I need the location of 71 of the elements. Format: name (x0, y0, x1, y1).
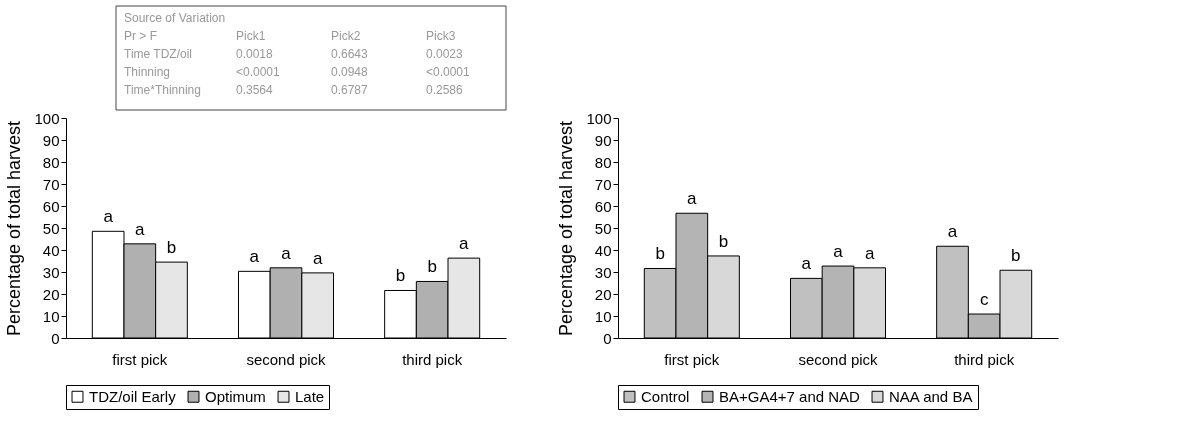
y-tick-label: 40 (594, 241, 612, 259)
data-label: a (249, 247, 260, 267)
data-label: a (103, 207, 114, 227)
y-tick-label: 30 (42, 263, 60, 281)
y-axis-title: Percentage of total harvest (4, 120, 25, 337)
data-label: b (718, 231, 729, 251)
data-label: b (395, 266, 406, 286)
legend-label: Late (295, 387, 325, 405)
legend-label: Optimum (205, 387, 266, 405)
text: Pick2 (331, 29, 361, 43)
data-label: a (833, 242, 844, 262)
y-tick-label: 70 (42, 175, 60, 193)
text: Thinning (124, 65, 171, 79)
data-label: b (166, 238, 177, 258)
legend-label: TDZ/oil Early (89, 387, 177, 405)
y-tick-label: 80 (594, 153, 612, 171)
text: 0.0023 (426, 47, 464, 61)
y-tick-label: 20 (594, 285, 612, 303)
data-label: a (947, 222, 958, 242)
x-tick-label: first pick (112, 350, 168, 368)
data-label: a (459, 234, 470, 254)
y-axis-title: Percentage of total harvest (556, 120, 577, 337)
y-tick-label: 10 (42, 307, 60, 325)
text: 0.6787 (331, 83, 369, 97)
data-label: b (655, 244, 665, 264)
text: Time TDZ/oil (124, 47, 193, 61)
y-tick-label: 90 (42, 131, 60, 149)
data-label: b (427, 257, 437, 277)
data-label: a (281, 243, 292, 263)
y-tick-label: 70 (594, 175, 612, 193)
legend-label: Control (641, 387, 690, 405)
data-label: a (687, 189, 698, 209)
text: 0.0948 (331, 65, 369, 79)
y-tick-label: 100 (34, 109, 60, 127)
legend-label: NAA and BA (889, 387, 973, 405)
data-label: c (979, 290, 989, 310)
y-tick-label: 20 (42, 285, 60, 303)
x-tick-label: first pick (664, 350, 720, 368)
data-label: a (312, 248, 323, 268)
text: 0.0018 (236, 47, 274, 61)
x-tick-label: third pick (402, 350, 463, 368)
data-label: a (801, 254, 812, 274)
y-tick-label: 50 (42, 219, 60, 237)
text: Pick3 (426, 29, 456, 43)
y-tick-label: 0 (51, 329, 60, 347)
y-tick-label: 50 (594, 219, 612, 237)
y-tick-label: 40 (42, 241, 60, 259)
y-tick-label: 80 (42, 153, 60, 171)
text: 0.6643 (331, 47, 369, 61)
data-label: a (864, 243, 875, 263)
source-note: Source of Variation (124, 11, 226, 25)
y-tick-label: 10 (594, 307, 612, 325)
data-label: a (135, 219, 146, 239)
text: <0.0001 (426, 65, 471, 79)
text: Time*Thinning (124, 83, 201, 97)
text: Pick1 (236, 29, 266, 43)
text: 0.3564 (236, 83, 274, 97)
y-tick-label: 60 (42, 197, 60, 215)
y-tick-label: 0 (603, 329, 612, 347)
text: Pr > F (124, 29, 158, 43)
text: 0.2586 (426, 83, 464, 97)
x-tick-label: second pick (246, 350, 327, 368)
legend-label: BA+GA4+7 and NAD (719, 387, 861, 405)
y-tick-label: 30 (594, 263, 612, 281)
y-tick-label: 90 (594, 131, 612, 149)
y-tick-label: 60 (594, 197, 612, 215)
x-tick-label: second pick (798, 350, 879, 368)
text: <0.0001 (236, 65, 281, 79)
data-label: b (1011, 246, 1021, 266)
x-tick-label: third pick (954, 350, 1015, 368)
y-tick-label: 100 (586, 109, 612, 127)
